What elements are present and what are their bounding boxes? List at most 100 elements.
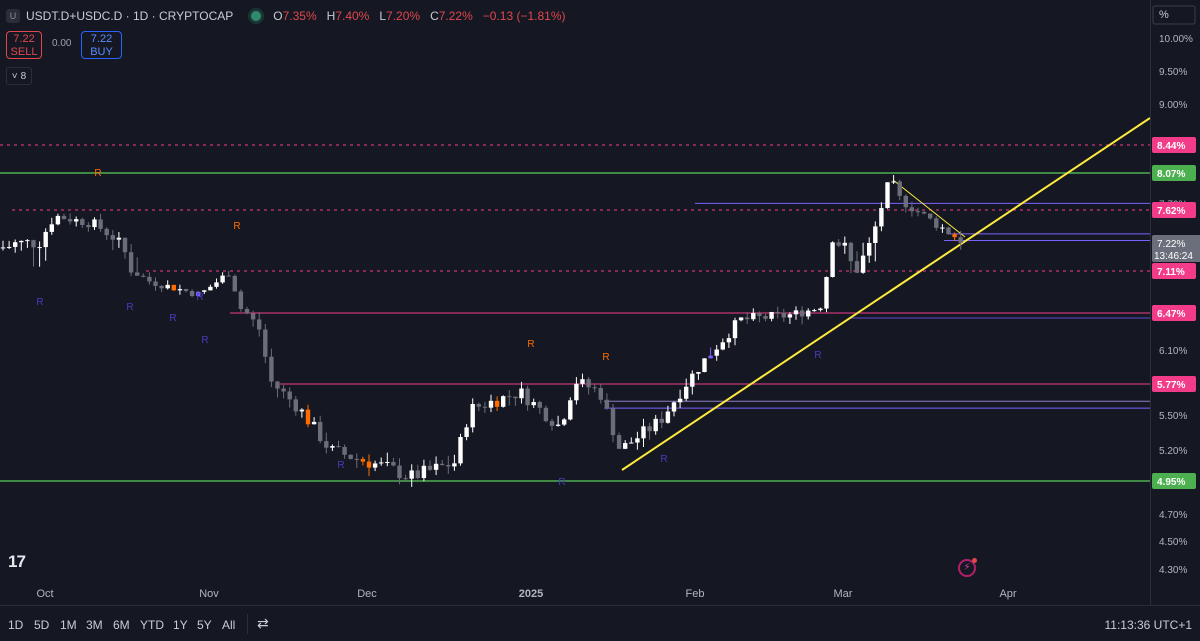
timeframe-1m[interactable]: 1M bbox=[60, 618, 77, 632]
timeframe-all[interactable]: All bbox=[222, 618, 236, 632]
time-axis[interactable]: Oct Nov Dec 2025 Feb Mar Apr bbox=[0, 580, 1150, 605]
sell-button[interactable]: 7.22 SELL bbox=[6, 31, 42, 59]
ohlc-close: C7.22% bbox=[430, 9, 473, 23]
timeframe-1y[interactable]: 1Y bbox=[173, 618, 188, 632]
candle-body bbox=[257, 319, 262, 330]
uptrend-line bbox=[621, 117, 1150, 471]
price-tick-label: 4.30% bbox=[1159, 565, 1187, 576]
toolbar-divider bbox=[247, 614, 248, 634]
candle-body bbox=[202, 290, 207, 292]
price-axis[interactable]: %10.00%9.50%9.00%8.50%7.70%7.20%6.10%5.5… bbox=[1150, 0, 1200, 605]
candle-body bbox=[629, 442, 634, 444]
reversal-marker: R bbox=[558, 477, 565, 488]
candle-body bbox=[781, 312, 786, 318]
timeframe-5d[interactable]: 5D bbox=[34, 618, 50, 632]
candle-body bbox=[31, 240, 36, 248]
reversal-marker: R bbox=[233, 221, 240, 232]
date-range-icon[interactable]: ⇄ bbox=[257, 615, 269, 631]
candle-body bbox=[397, 465, 402, 479]
price-badge bbox=[1152, 263, 1196, 279]
candle-body bbox=[208, 286, 213, 291]
candle-body bbox=[98, 219, 103, 229]
price-tick-label: 5.50% bbox=[1159, 411, 1187, 422]
candle-body bbox=[671, 402, 677, 412]
indicators-toggle[interactable]: ˅ 8 bbox=[6, 67, 32, 85]
symbol-title[interactable]: USDT.D+USDC.D · 1D · CRYPTOCAP bbox=[26, 9, 234, 23]
candle-body bbox=[928, 213, 933, 219]
candle-body bbox=[147, 276, 152, 282]
price-tick-label: 9.50% bbox=[1159, 67, 1187, 78]
utc-clock[interactable]: 11:13:36 UTC+1 bbox=[1104, 618, 1193, 632]
timeframe-6m[interactable]: 6M bbox=[113, 618, 130, 632]
candle-body bbox=[55, 215, 61, 225]
candle-body bbox=[659, 418, 664, 423]
price-badge-label: 4.95% bbox=[1157, 477, 1185, 488]
candle-body bbox=[677, 398, 683, 403]
candle-body bbox=[580, 379, 585, 384]
candle-body bbox=[311, 421, 317, 425]
candle-body bbox=[714, 349, 719, 356]
candle-body bbox=[476, 403, 481, 407]
candle-body bbox=[470, 403, 475, 428]
reversal-marker: R bbox=[602, 352, 609, 363]
downtrend-line bbox=[892, 179, 966, 238]
price-badge bbox=[1152, 165, 1196, 181]
candle-body bbox=[867, 242, 872, 256]
time-tick-label: Mar bbox=[834, 588, 853, 600]
candle-body bbox=[379, 462, 384, 464]
time-tick-label: Apr bbox=[999, 588, 1016, 600]
candle-body bbox=[122, 237, 128, 253]
price-badge bbox=[1152, 376, 1196, 392]
reversal-marker: R bbox=[814, 350, 821, 361]
timeframe-ytd[interactable]: YTD bbox=[140, 618, 164, 632]
price-badge-label: 8.07% bbox=[1157, 169, 1185, 180]
buy-price: 7.22 bbox=[90, 33, 113, 45]
chevron-down-icon: ˅ bbox=[11, 70, 18, 82]
candle-body bbox=[92, 219, 97, 228]
candle-body bbox=[598, 388, 603, 400]
price-badge bbox=[1152, 305, 1196, 321]
candle-body bbox=[372, 463, 378, 468]
timeframe-1d[interactable]: 1D bbox=[8, 618, 24, 632]
candle-body bbox=[623, 443, 628, 449]
tradingview-logo-icon[interactable]: 17 bbox=[8, 552, 26, 571]
timeframe-3m[interactable]: 3M bbox=[86, 618, 103, 632]
candle-body bbox=[415, 470, 420, 479]
candle-body bbox=[946, 227, 951, 235]
candle-body bbox=[769, 311, 774, 319]
candle-body bbox=[952, 234, 957, 238]
candle-body bbox=[793, 310, 799, 315]
price-badge bbox=[1152, 137, 1196, 153]
reversal-marker: R bbox=[169, 313, 176, 324]
price-tick-label: 10.00% bbox=[1159, 34, 1193, 45]
price-chart[interactable]: R R R R R R R R R R R R R bbox=[0, 0, 1150, 605]
flash-icon[interactable]: ⚡ bbox=[958, 558, 977, 577]
candle-body bbox=[354, 458, 359, 460]
candle-body bbox=[915, 211, 921, 213]
candle-body bbox=[507, 396, 512, 398]
candle-body bbox=[775, 311, 780, 313]
candle-body bbox=[488, 400, 494, 408]
buy-button[interactable]: 7.22 BUY bbox=[81, 31, 122, 59]
price-tick-label: 9.00% bbox=[1159, 100, 1187, 111]
candlesticks bbox=[0, 174, 963, 487]
candle-body bbox=[348, 454, 353, 459]
candle-body bbox=[732, 320, 738, 339]
sell-price: 7.22 bbox=[13, 33, 35, 45]
candle-body bbox=[458, 436, 463, 464]
candle-body bbox=[903, 195, 908, 208]
reversal-marker: R bbox=[660, 454, 667, 465]
price-badge bbox=[1152, 473, 1196, 489]
candle-body bbox=[183, 289, 189, 291]
symbol-icon[interactable]: U bbox=[6, 9, 20, 23]
candle-body bbox=[385, 462, 390, 464]
candle-body bbox=[702, 358, 707, 373]
candle-body bbox=[690, 373, 695, 387]
candle-body bbox=[592, 387, 597, 389]
price-badge bbox=[1152, 202, 1196, 218]
candle-body bbox=[684, 386, 689, 399]
timeframe-5y[interactable]: 5Y bbox=[197, 618, 212, 632]
candle-body bbox=[574, 383, 579, 401]
candle-body bbox=[440, 463, 445, 465]
candle-body bbox=[403, 478, 408, 480]
